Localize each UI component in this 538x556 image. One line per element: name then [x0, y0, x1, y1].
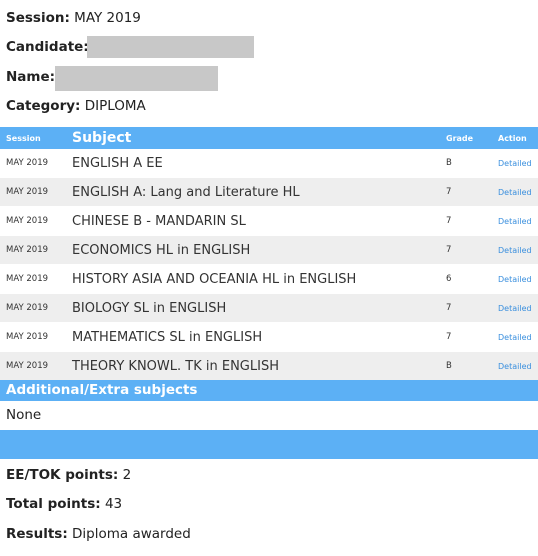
- row-subject: ENGLISH A: Lang and Literature HL: [72, 177, 446, 207]
- table-row: MAY 2019 ENGLISH A EE B Detailed: [0, 149, 538, 178]
- row-session: MAY 2019: [0, 177, 72, 207]
- session-line: Session: MAY 2019: [6, 9, 141, 27]
- table-row: MAY 2019 ECONOMICS HL in ENGLISH 7 Detai…: [0, 235, 538, 265]
- name-line: Name:: [6, 68, 55, 86]
- session-value: MAY 2019: [74, 10, 141, 26]
- detailed-link[interactable]: Detailed: [498, 293, 538, 323]
- name-redaction: [55, 66, 218, 91]
- row-grade: B: [446, 351, 498, 381]
- row-session: MAY 2019: [0, 149, 72, 178]
- row-session: MAY 2019: [0, 264, 72, 294]
- table-row: MAY 2019 HISTORY ASIA AND OCEANIA HL in …: [0, 264, 538, 294]
- candidate-label: Candidate:: [6, 39, 89, 55]
- divider-bar: [0, 430, 538, 459]
- detailed-link[interactable]: Detailed: [498, 322, 538, 352]
- candidate-redaction: [87, 36, 254, 58]
- detailed-link[interactable]: Detailed: [498, 206, 538, 236]
- category-value: DIPLOMA: [84, 98, 146, 114]
- row-subject: BIOLOGY SL in ENGLISH: [72, 293, 446, 323]
- row-session: MAY 2019: [0, 322, 72, 352]
- row-grade: 7: [446, 293, 498, 323]
- row-grade: 7: [446, 322, 498, 352]
- row-grade: 7: [446, 206, 498, 236]
- eetok-points-label: EE/TOK points:: [6, 467, 119, 483]
- row-session: MAY 2019: [0, 206, 72, 236]
- detailed-link[interactable]: Detailed: [498, 177, 538, 207]
- session-label: Session:: [6, 10, 70, 26]
- total-points-label: Total points:: [6, 496, 101, 512]
- results-value: Diploma awarded: [72, 526, 191, 542]
- total-points-value: 43: [104, 496, 123, 512]
- category-label: Category:: [6, 98, 81, 114]
- row-subject: HISTORY ASIA AND OCEANIA HL in ENGLISH: [72, 264, 446, 294]
- detailed-link[interactable]: Detailed: [498, 351, 538, 381]
- table-row: MAY 2019 BIOLOGY SL in ENGLISH 7 Detaile…: [0, 293, 538, 323]
- table-header-row: Session Subject Grade Action: [0, 127, 538, 149]
- table-row: MAY 2019 THEORY KNOWL. TK in ENGLISH B D…: [0, 351, 538, 381]
- table-row: MAY 2019 ENGLISH A: Lang and Literature …: [0, 177, 538, 207]
- row-subject: ENGLISH A EE: [72, 149, 446, 178]
- row-grade: B: [446, 149, 498, 178]
- row-session: MAY 2019: [0, 351, 72, 381]
- extra-subjects-value: None: [6, 407, 42, 423]
- row-grade: 6: [446, 264, 498, 294]
- row-grade: 7: [446, 235, 498, 265]
- column-header-subject: Subject: [72, 127, 446, 149]
- row-grade: 7: [446, 177, 498, 207]
- results-line: Results: Diploma awarded: [6, 525, 191, 543]
- eetok-points-line: EE/TOK points: 2: [6, 466, 131, 484]
- eetok-points-value: 2: [122, 467, 132, 483]
- row-subject: MATHEMATICS SL in ENGLISH: [72, 322, 446, 352]
- category-line: Category: DIPLOMA: [6, 97, 146, 115]
- detailed-link[interactable]: Detailed: [498, 235, 538, 265]
- row-session: MAY 2019: [0, 235, 72, 265]
- table-row: MAY 2019 CHINESE B - MANDARIN SL 7 Detai…: [0, 206, 538, 236]
- table-row: MAY 2019 MATHEMATICS SL in ENGLISH 7 Det…: [0, 322, 538, 352]
- detailed-link[interactable]: Detailed: [498, 264, 538, 294]
- total-points-line: Total points: 43: [6, 495, 122, 513]
- results-table: Session Subject Grade Action MAY 2019 EN…: [0, 127, 538, 381]
- row-subject: THEORY KNOWL. TK in ENGLISH: [72, 351, 446, 381]
- row-subject: CHINESE B - MANDARIN SL: [72, 206, 446, 236]
- column-header-grade: Grade: [446, 127, 498, 149]
- detailed-link[interactable]: Detailed: [498, 149, 538, 178]
- row-subject: ECONOMICS HL in ENGLISH: [72, 235, 446, 265]
- extra-subjects-header: Additional/Extra subjects: [0, 380, 538, 401]
- name-label: Name:: [6, 69, 56, 85]
- candidate-line: Candidate:: [6, 38, 89, 56]
- row-session: MAY 2019: [0, 293, 72, 323]
- column-header-action: Action: [498, 127, 538, 149]
- column-header-session: Session: [0, 127, 72, 149]
- results-label: Results:: [6, 526, 68, 542]
